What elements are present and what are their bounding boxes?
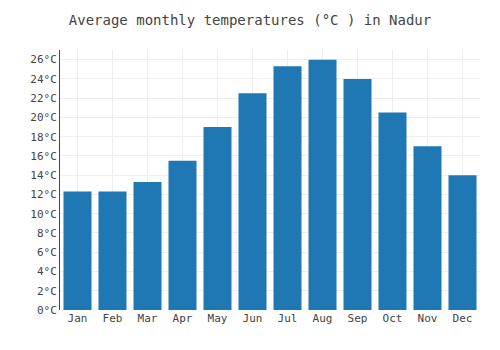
- svg-text:26°C: 26°C: [30, 53, 57, 66]
- svg-text:Apr: Apr: [173, 312, 193, 325]
- svg-text:Mar: Mar: [138, 312, 158, 325]
- svg-text:6°C: 6°C: [37, 246, 57, 259]
- svg-text:Nov: Nov: [418, 312, 438, 325]
- svg-text:18°C: 18°C: [30, 131, 57, 144]
- svg-text:Jun: Jun: [243, 312, 263, 325]
- svg-text:May: May: [208, 312, 228, 325]
- svg-text:14°C: 14°C: [30, 169, 57, 182]
- svg-text:22°C: 22°C: [30, 92, 57, 105]
- svg-text:Jul: Jul: [278, 312, 298, 325]
- svg-text:Aug: Aug: [313, 312, 333, 325]
- svg-text:Sep: Sep: [348, 312, 368, 325]
- svg-text:Oct: Oct: [383, 312, 403, 325]
- svg-text:Average monthly temperatures (: Average monthly temperatures (°C ) in Na…: [69, 12, 431, 28]
- svg-text:20°C: 20°C: [30, 111, 57, 124]
- svg-text:Jan: Jan: [68, 312, 88, 325]
- svg-text:4°C: 4°C: [37, 265, 57, 278]
- svg-text:Feb: Feb: [103, 312, 123, 325]
- svg-text:2°C: 2°C: [37, 285, 57, 298]
- svg-text:16°C: 16°C: [30, 150, 57, 163]
- svg-text:12°C: 12°C: [30, 188, 57, 201]
- svg-text:10°C: 10°C: [30, 208, 57, 221]
- svg-text:24°C: 24°C: [30, 73, 57, 86]
- svg-text:Dec: Dec: [453, 312, 473, 325]
- svg-text:8°C: 8°C: [37, 227, 57, 240]
- svg-text:0°C: 0°C: [37, 304, 57, 317]
